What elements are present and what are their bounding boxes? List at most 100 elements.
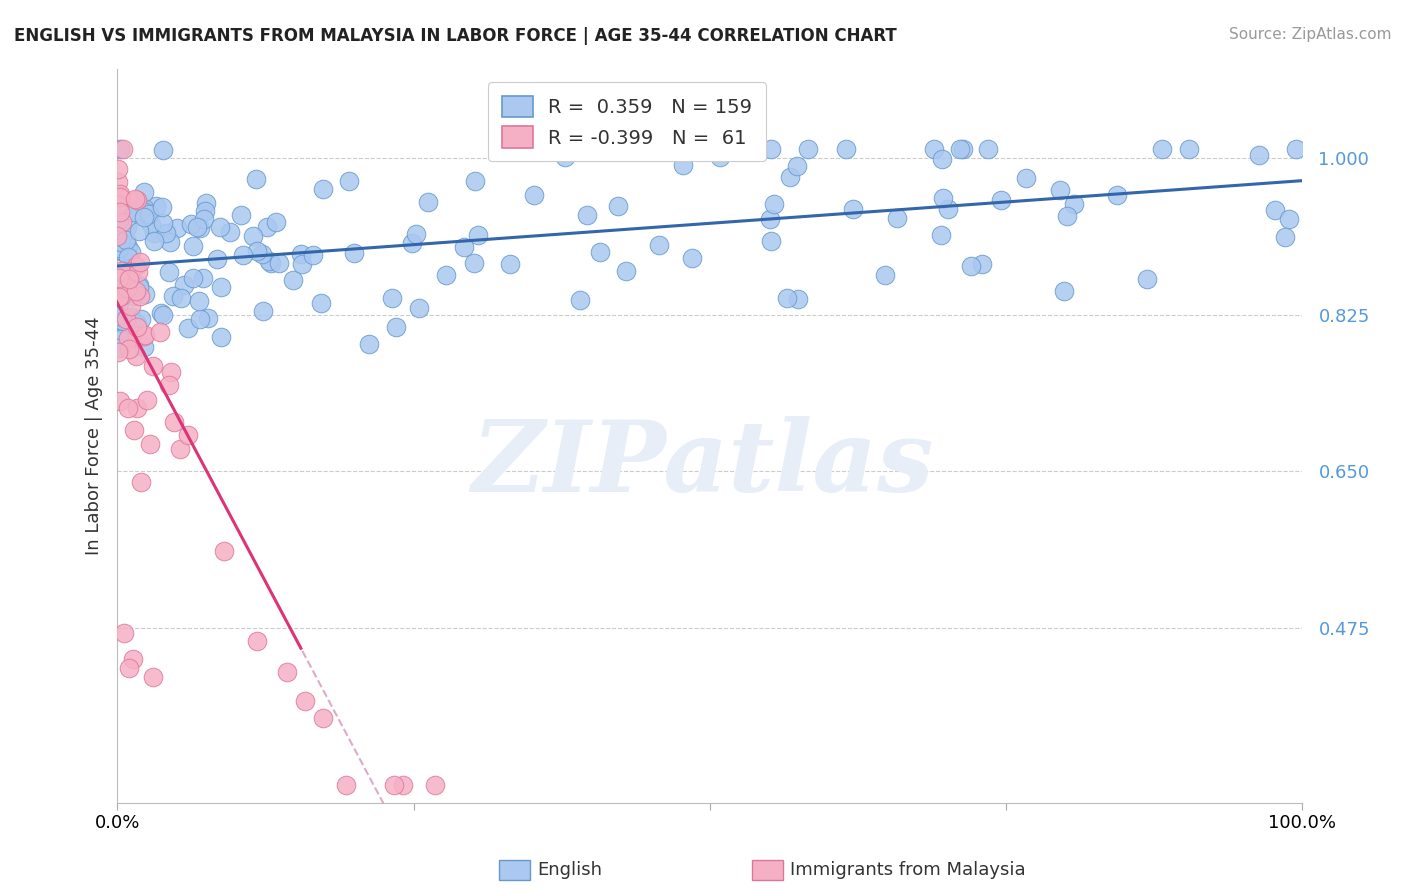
Point	[922, 142, 945, 156]
Point	[672, 158, 695, 172]
Point	[209, 330, 232, 344]
Point	[193, 270, 215, 285]
Point	[107, 175, 129, 189]
Point	[932, 191, 955, 205]
Point	[111, 244, 134, 259]
Point	[124, 205, 146, 219]
Point	[129, 254, 152, 268]
Point	[110, 264, 132, 278]
Point	[246, 633, 269, 648]
Point	[401, 236, 423, 251]
Point	[337, 174, 360, 188]
Point	[112, 267, 135, 281]
Point	[139, 437, 162, 451]
Point	[242, 228, 264, 243]
Point	[157, 265, 180, 279]
Point	[776, 291, 799, 305]
Point	[267, 256, 290, 270]
Point	[115, 311, 138, 326]
Point	[936, 202, 959, 216]
Point	[219, 225, 242, 239]
Point	[134, 328, 156, 343]
Point	[786, 293, 808, 307]
Point	[1136, 272, 1159, 286]
Text: ZIPatlas: ZIPatlas	[472, 416, 934, 512]
Point	[842, 202, 865, 217]
Point	[1178, 142, 1201, 156]
Point	[180, 217, 202, 231]
Point	[949, 142, 972, 156]
Point	[134, 186, 156, 200]
Point	[886, 211, 908, 226]
Text: Source: ZipAtlas.com: Source: ZipAtlas.com	[1229, 27, 1392, 42]
Point	[150, 306, 173, 320]
Point	[614, 264, 637, 278]
Point	[122, 423, 145, 437]
Point	[343, 246, 366, 260]
Point	[145, 199, 167, 213]
Point	[302, 248, 325, 262]
Point	[177, 321, 200, 335]
Point	[463, 256, 485, 270]
Point	[181, 271, 204, 285]
Point	[142, 670, 165, 684]
Point	[117, 401, 139, 416]
Point	[181, 238, 204, 252]
Point	[112, 244, 135, 259]
Point	[467, 227, 489, 242]
Point	[294, 694, 316, 708]
Point	[245, 244, 267, 259]
Point	[135, 393, 157, 408]
Point	[1056, 209, 1078, 223]
Point	[120, 244, 142, 259]
Point	[1264, 202, 1286, 217]
Point	[977, 142, 1000, 156]
Point	[209, 280, 232, 294]
Point	[990, 193, 1012, 207]
Point	[107, 344, 129, 359]
Point	[1150, 142, 1173, 156]
Point	[157, 377, 180, 392]
Point	[259, 256, 281, 270]
Point	[256, 220, 278, 235]
Point	[434, 268, 457, 283]
Point	[960, 259, 983, 273]
Point	[312, 711, 335, 725]
Point	[105, 229, 128, 244]
Point	[759, 211, 782, 226]
Point	[152, 308, 174, 322]
Point	[108, 142, 131, 156]
Point	[576, 207, 599, 221]
Point	[188, 311, 211, 326]
Point	[309, 295, 332, 310]
Point	[125, 329, 148, 343]
Point	[208, 219, 231, 234]
Point	[523, 187, 546, 202]
Point	[195, 195, 218, 210]
Point	[120, 264, 142, 278]
Point	[232, 248, 254, 262]
Point	[606, 199, 628, 213]
Point	[952, 142, 974, 156]
Point	[128, 280, 150, 294]
Point	[112, 625, 135, 640]
Point	[554, 149, 576, 163]
Point	[108, 393, 131, 408]
Point	[134, 287, 156, 301]
Point	[111, 314, 134, 328]
Point	[110, 332, 132, 346]
Point	[464, 174, 486, 188]
Point	[120, 310, 142, 325]
Point	[159, 235, 181, 249]
Text: Immigrants from Malaysia: Immigrants from Malaysia	[790, 861, 1026, 879]
Point	[335, 778, 357, 792]
Point	[124, 203, 146, 218]
Point	[188, 294, 211, 309]
Point	[392, 778, 415, 792]
Point	[125, 320, 148, 334]
Point	[786, 159, 808, 173]
Point	[112, 142, 135, 156]
Point	[107, 197, 129, 211]
Point	[117, 262, 139, 277]
Point	[647, 238, 669, 252]
